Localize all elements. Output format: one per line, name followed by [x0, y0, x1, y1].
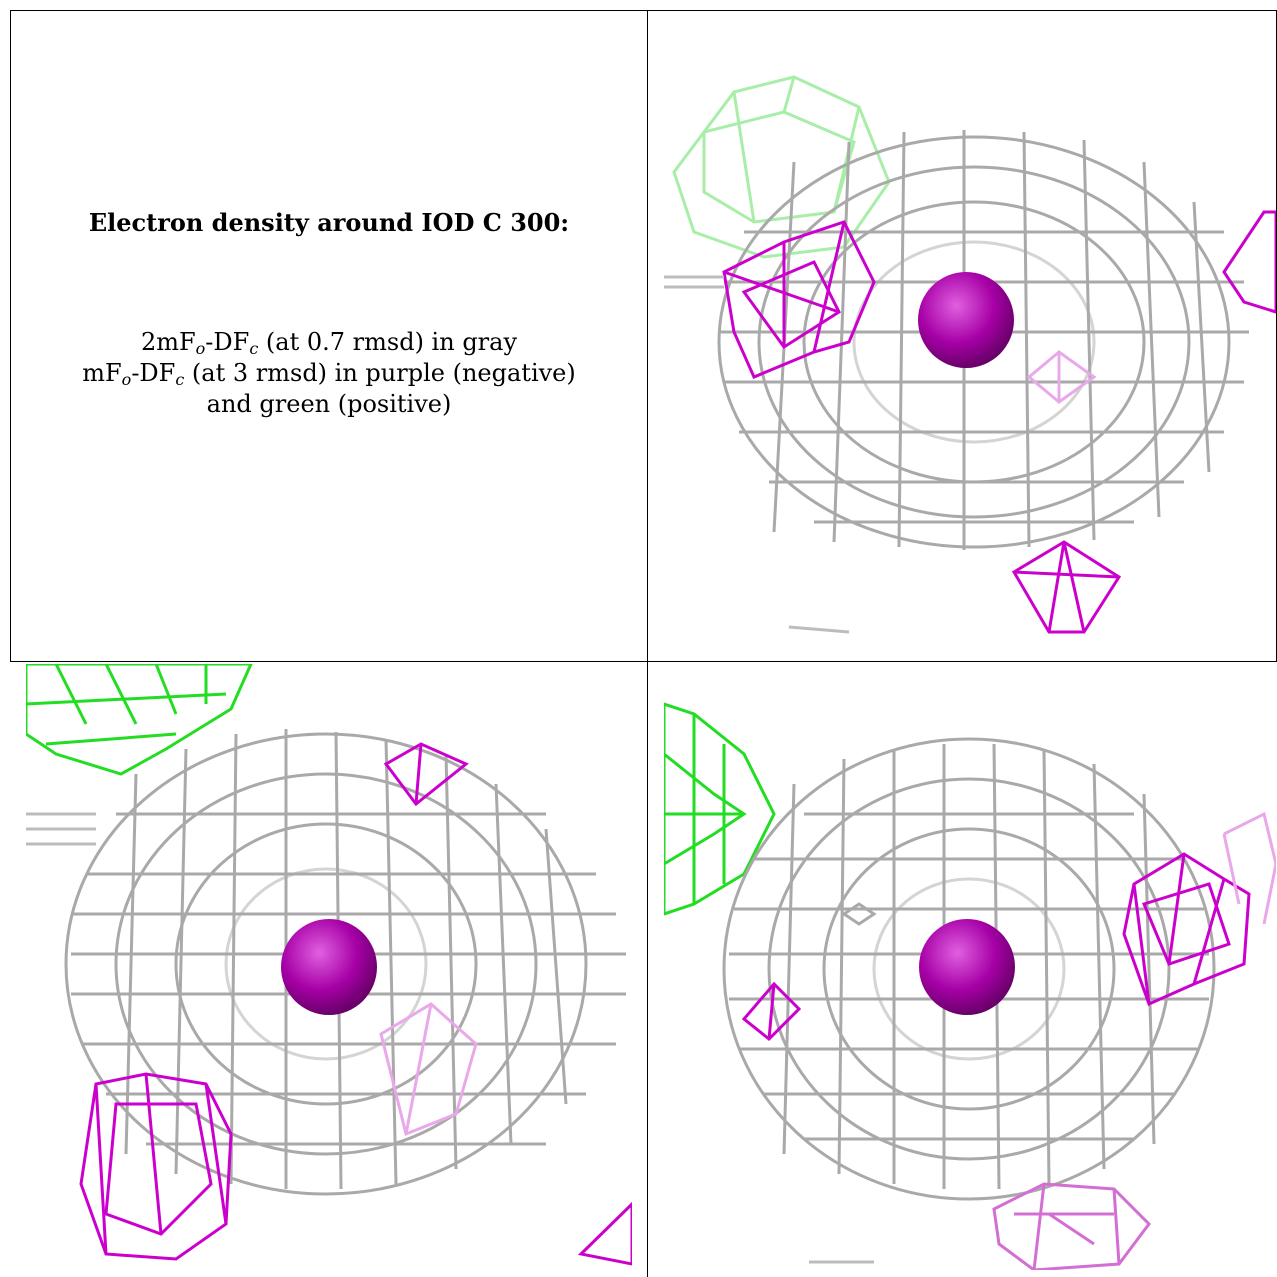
negative-density-mesh-faded — [1222, 811, 1276, 925]
density-view-top-right — [664, 72, 1276, 634]
positive-density-mesh — [26, 664, 253, 776]
negative-density-mesh — [79, 742, 632, 1266]
positive-density-mesh — [664, 702, 776, 916]
frame-center-divider — [647, 10, 648, 1277]
iodine-atom-icon — [281, 919, 377, 1015]
negative-density-mesh-medium — [992, 1182, 1151, 1270]
electron-density-mesh-icon — [664, 75, 1276, 634]
caption-line-colors: and green (positive) — [206, 390, 452, 418]
caption-line-mfo-dfc: mFo-DFc (at 3 rmsd) in purple (negative) — [82, 359, 576, 389]
negative-density-mesh — [741, 852, 1251, 1042]
iodine-atom-icon — [918, 272, 1014, 368]
density-view-bottom-right — [664, 664, 1276, 1270]
negative-density-mesh — [722, 210, 1276, 634]
caption-body: 2mFo-DFc (at 0.7 rmsd) in gray mFo-DFc (… — [11, 327, 647, 420]
frame-top-border — [10, 10, 1277, 11]
electron-density-mesh-icon — [26, 664, 632, 1266]
frame-middle-rule — [10, 661, 1277, 662]
frame-left-border — [10, 10, 11, 662]
negative-density-mesh-faded — [1026, 350, 1097, 404]
positive-density-mesh-faded — [672, 75, 891, 259]
iodine-atom-icon — [919, 919, 1015, 1015]
caption-title: Electron density around IOD C 300: — [88, 208, 570, 237]
density-view-bottom-left — [26, 664, 632, 1270]
caption-line-2mfo-dfc: 2mFo-DFc (at 0.7 rmsd) in gray — [140, 328, 518, 358]
caption-panel: Electron density around IOD C 300: 2mFo-… — [11, 11, 647, 661]
negative-density-mesh-faded — [379, 1002, 478, 1137]
electron-density-mesh-icon — [664, 702, 1276, 1270]
